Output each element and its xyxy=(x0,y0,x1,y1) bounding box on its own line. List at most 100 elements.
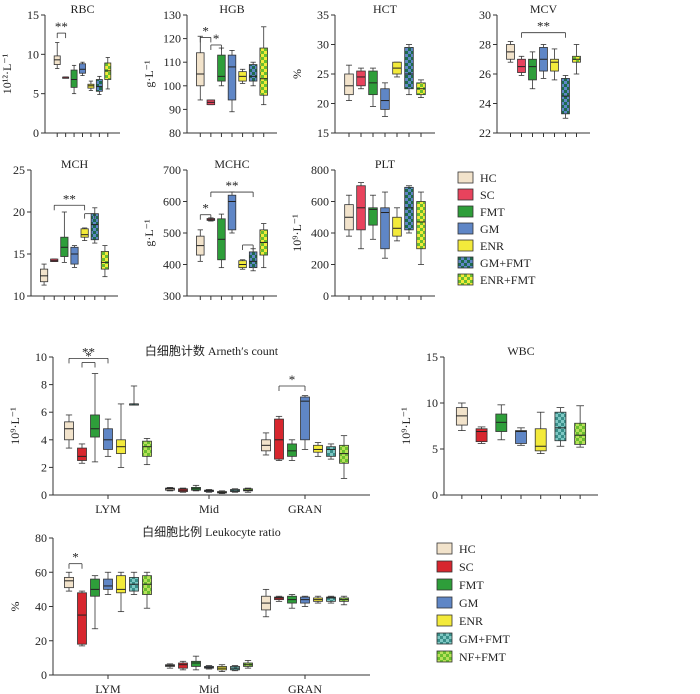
legend-item: NF+FMT xyxy=(436,650,506,664)
y-tick-label: 80 xyxy=(169,126,181,140)
legend-swatch xyxy=(457,239,474,252)
y-tick-label: 40 xyxy=(35,600,47,614)
chart-wbc: 0 5 10 15 WBC 10⁹·L⁻¹ xyxy=(399,344,598,502)
box-mark xyxy=(313,442,323,457)
legend-bottom: HC SC FMT GM ENR GM+FMT NF+FMT xyxy=(436,542,510,664)
box-mark xyxy=(326,443,336,460)
box-mark xyxy=(534,411,547,455)
legend-item: GM xyxy=(436,596,479,610)
legend-item: ENR xyxy=(457,239,504,253)
legend-label: GM xyxy=(459,596,479,610)
legend-label: GM+FMT xyxy=(459,632,510,646)
legend-swatch xyxy=(457,256,474,269)
box-mark xyxy=(142,438,152,466)
significance-bracket xyxy=(84,213,96,219)
y-tick-label: 28 xyxy=(479,38,491,52)
y-tick-label: 35 xyxy=(317,8,329,22)
legend-label: HC xyxy=(480,171,497,185)
significance-label: * xyxy=(213,31,220,46)
significance-bracket: * xyxy=(81,349,96,368)
y-tick-label: 30 xyxy=(317,38,329,52)
chart-title: HCT xyxy=(373,2,398,16)
chart-mcv: 22 24 26 28 30 MCV ** xyxy=(479,2,590,140)
box-mark xyxy=(103,571,113,595)
legend-item: HC xyxy=(457,171,497,185)
y-axis-label: 10⁹·L⁻¹ xyxy=(399,407,413,445)
significance-bracket: ** xyxy=(55,19,68,39)
y-tick-label: 120 xyxy=(163,32,181,46)
legend-item: ENR xyxy=(436,614,483,628)
y-tick-label: 22 xyxy=(479,126,491,140)
box-mark xyxy=(217,490,227,495)
legend-item: HC xyxy=(436,542,476,556)
box-mark xyxy=(103,418,113,457)
y-tick-label: 10 xyxy=(13,289,25,303)
chart-mch: 10152025MCHpg** xyxy=(13,157,118,303)
y-tick-label: 400 xyxy=(163,258,181,272)
box-mark xyxy=(217,47,226,87)
box-mark xyxy=(380,82,390,117)
y-axis-label: 10⁹·L⁻¹ xyxy=(290,214,304,252)
significance-label: * xyxy=(72,550,79,565)
y-axis-label: % xyxy=(8,602,22,612)
box-mark xyxy=(191,655,201,671)
y-tick-label: 4 xyxy=(41,433,47,447)
y-tick-label: 800 xyxy=(311,163,329,177)
box-mark xyxy=(178,487,188,493)
legend-swatch xyxy=(457,188,474,201)
y-tick-label: 8 xyxy=(41,378,47,392)
significance-bracket: ** xyxy=(68,344,109,364)
chart-hct: 15 20 25 30 35 HCT% xyxy=(290,2,435,140)
box-mark xyxy=(368,194,378,240)
significance-bracket: ** xyxy=(521,19,566,38)
box-mark xyxy=(104,57,112,90)
box-mark xyxy=(550,48,559,81)
y-tick-label: 0 xyxy=(323,289,329,303)
legend-item: SC xyxy=(457,188,495,202)
box-mark xyxy=(90,373,100,463)
legend-label: ENR xyxy=(459,614,483,628)
y-tick-label: 0 xyxy=(41,488,47,502)
legend-label: GM+FMT xyxy=(480,256,531,270)
significance-label: * xyxy=(85,349,92,364)
y-tick-label: 80 xyxy=(35,531,47,545)
box-mark xyxy=(80,227,89,241)
box-mark xyxy=(392,207,402,242)
significance-label: * xyxy=(289,372,296,387)
y-tick-label: 60 xyxy=(35,565,47,579)
box-mark xyxy=(100,245,109,278)
box-mark xyxy=(528,51,537,90)
y-axis-label: 10⁹·L⁻¹ xyxy=(8,407,22,445)
box-mark xyxy=(196,35,205,101)
significance-label: ** xyxy=(226,178,239,193)
y-axis-label: g·L⁻¹ xyxy=(142,219,156,247)
box-mark xyxy=(196,229,205,262)
box-mark xyxy=(300,395,310,450)
legend-label: SC xyxy=(459,560,474,574)
box-mark xyxy=(77,443,87,464)
box-mark xyxy=(475,426,488,444)
legend-label: ENR+FMT xyxy=(480,273,536,287)
chart-plt: 0 200 400 600 800 PLT 10⁹·L⁻¹ xyxy=(290,157,435,303)
legend-item: GM+FMT xyxy=(436,632,510,646)
y-tick-label: 15 xyxy=(27,8,39,22)
box-mark xyxy=(90,575,100,630)
chart-title: MCH xyxy=(61,157,89,171)
legend-label: FMT xyxy=(480,205,505,219)
y-tick-label: 20 xyxy=(13,205,25,219)
box-mark xyxy=(165,663,175,669)
y-tick-label: 600 xyxy=(311,195,329,209)
legend-swatch xyxy=(457,171,474,184)
box-mark xyxy=(129,571,139,595)
chart-rbc: 0 5 10 15 RBC 10¹²·L⁻¹ ** xyxy=(0,2,120,140)
box-mark xyxy=(116,403,126,468)
significance-label: * xyxy=(202,201,209,216)
y-tick-label: 15 xyxy=(317,126,329,140)
box-mark xyxy=(87,80,95,91)
box-mark xyxy=(248,248,258,272)
box-mark xyxy=(515,427,527,446)
legend-swatch xyxy=(457,273,474,286)
box-mark xyxy=(40,263,49,286)
box-mark xyxy=(238,259,247,270)
